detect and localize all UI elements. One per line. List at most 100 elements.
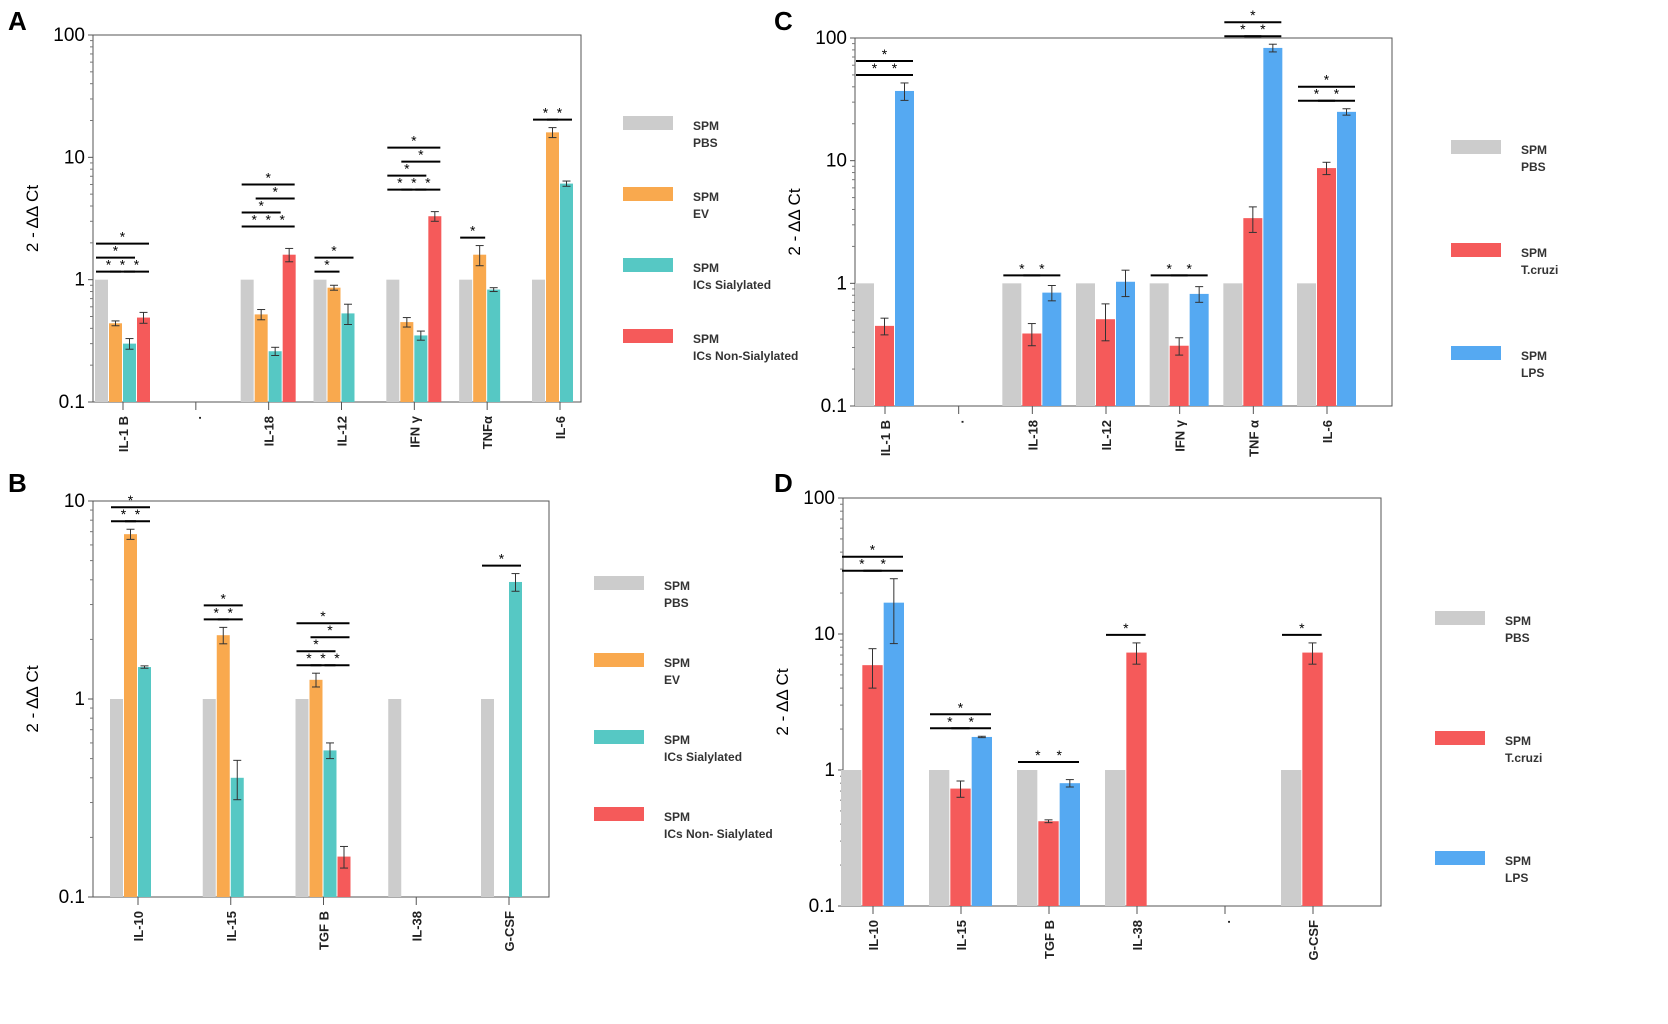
significance-star: * — [214, 604, 220, 620]
chart-panel-c: C 0.1 1 10 100 2 - ΔΔ Ct IL-1 B. IL-18 IL-12 IFN … — [774, 6, 1558, 457]
panel-label: C — [774, 6, 793, 36]
significance-star: * — [872, 60, 878, 76]
bar-spm-ics-non-sialylated — [137, 317, 150, 402]
bar-spm-lps — [883, 602, 904, 906]
legend-label: SPM — [664, 656, 690, 670]
bar-spm-lps — [895, 90, 914, 406]
legend-swatch — [1451, 243, 1501, 257]
x-tick-label: TNF α — [1246, 420, 1261, 457]
chart-panel-d: D 0.1 1 10 100 2 - ΔΔ Ct IL-10 IL-15 TGF B IL-38.… — [773, 468, 1542, 960]
bar-spm-t-cruzi — [1317, 168, 1336, 406]
legend-label: PBS — [1505, 631, 1530, 645]
legend-label: SPM — [1521, 143, 1547, 157]
y-axis-label: 2 - ΔΔ Ct — [785, 188, 804, 255]
legend-label: SPM — [1505, 734, 1531, 748]
significance-star: * — [958, 699, 964, 715]
significance-star: * — [272, 183, 278, 199]
significance-star: * — [1056, 747, 1062, 763]
bar-spm-t-cruzi — [875, 325, 894, 406]
significance-star: * — [120, 257, 126, 273]
significance-star: * — [1250, 7, 1256, 23]
bar-spm-ics-sialylated — [138, 667, 151, 897]
bar-spm-t-cruzi — [1302, 652, 1323, 906]
significance-star: * — [882, 46, 888, 62]
x-tick-label: TNFα — [480, 416, 495, 449]
legend-label: T.cruzi — [1521, 263, 1558, 277]
significance-star: * — [470, 223, 476, 239]
x-tick-label: IL-38 — [1130, 920, 1145, 950]
legend-label: ICs Sialylated — [693, 278, 771, 292]
significance-star: * — [411, 133, 417, 149]
significance-star: * — [120, 229, 126, 245]
bar-spm-pbs — [481, 699, 494, 897]
x-tick-label: IFN γ — [1173, 419, 1188, 452]
legend-label: PBS — [693, 136, 718, 150]
y-tick-label: 0.1 — [821, 396, 847, 417]
chart-panel-b: B 0.1 1 10 2 - ΔΔ Ct IL-10 IL-15 TGF B IL-38 G-CS… — [8, 468, 773, 951]
bar-spm-ev — [400, 322, 414, 402]
legend-label: ICs Non-Sialylated — [693, 349, 798, 363]
legend-label: T.cruzi — [1505, 751, 1542, 765]
bar-spm-lps — [971, 736, 992, 906]
legend-swatch — [623, 187, 673, 201]
bar-spm-lps — [1059, 783, 1080, 906]
significance-star: * — [1019, 260, 1025, 276]
legend-swatch — [1451, 346, 1501, 360]
y-tick-label: 0.1 — [59, 392, 85, 413]
x-tick-label: . — [1218, 920, 1233, 924]
x-tick-label: IL-6 — [553, 416, 568, 439]
significance-star: * — [1123, 620, 1129, 636]
bar-spm-lps — [1042, 292, 1062, 406]
significance-star: * — [113, 243, 119, 259]
bar-spm-pbs — [855, 283, 874, 406]
x-tick-label: TGF B — [1042, 920, 1057, 959]
legend-label: SPM — [1505, 614, 1531, 628]
significance-star: * — [134, 257, 140, 273]
significance-star: * — [265, 211, 271, 227]
significance-star: * — [1260, 21, 1266, 37]
bar-spm-t-cruzi — [1169, 345, 1189, 406]
significance-star: * — [313, 636, 319, 652]
legend-label: PBS — [664, 596, 689, 610]
legend-label: SPM — [1521, 246, 1547, 260]
bar-spm-t-cruzi — [1243, 218, 1263, 406]
x-tick-label: IL-15 — [954, 920, 969, 950]
bar-spm-pbs — [1017, 770, 1038, 906]
significance-star: * — [251, 211, 257, 227]
legend-label: ICs Non- Sialylated — [664, 827, 773, 841]
legend-swatch — [1435, 851, 1485, 865]
bar-spm-pbs — [1297, 283, 1316, 406]
bar-spm-ics-sialylated — [414, 335, 428, 402]
legend-swatch — [623, 116, 673, 130]
bar-spm-ics-non-sialylated — [337, 856, 351, 897]
bar-spm-t-cruzi — [1038, 821, 1059, 906]
bar-spm-t-cruzi — [950, 788, 971, 906]
bar-spm-pbs — [841, 770, 862, 906]
significance-star: * — [306, 650, 312, 666]
bar-spm-pbs — [388, 699, 402, 897]
bar-spm-ev — [124, 534, 137, 897]
bar-spm-ev — [473, 254, 487, 402]
bar-spm-pbs — [95, 279, 108, 402]
significance-star: * — [1240, 21, 1246, 37]
bar-spm-ics-sialylated — [560, 183, 573, 402]
significance-star: * — [279, 211, 285, 227]
x-tick-label: G-CSF — [1306, 920, 1321, 961]
significance-star: * — [228, 604, 234, 620]
bar-spm-pbs — [1223, 283, 1243, 406]
bar-spm-t-cruzi — [1022, 333, 1042, 406]
bar-spm-lps — [1263, 47, 1283, 406]
significance-star: * — [320, 608, 326, 624]
bar-spm-pbs — [459, 279, 473, 402]
bar-spm-pbs — [1076, 283, 1095, 406]
y-tick-label: 1 — [74, 689, 85, 710]
significance-star: * — [880, 556, 886, 572]
x-tick-label: G-CSF — [502, 911, 517, 952]
x-tick-label: IL-18 — [262, 416, 277, 446]
significance-star: * — [968, 713, 974, 729]
bar-spm-ics-sialylated — [487, 289, 501, 402]
legend-swatch — [594, 807, 644, 821]
bar-spm-pbs — [240, 279, 254, 402]
significance-star: * — [418, 147, 424, 163]
